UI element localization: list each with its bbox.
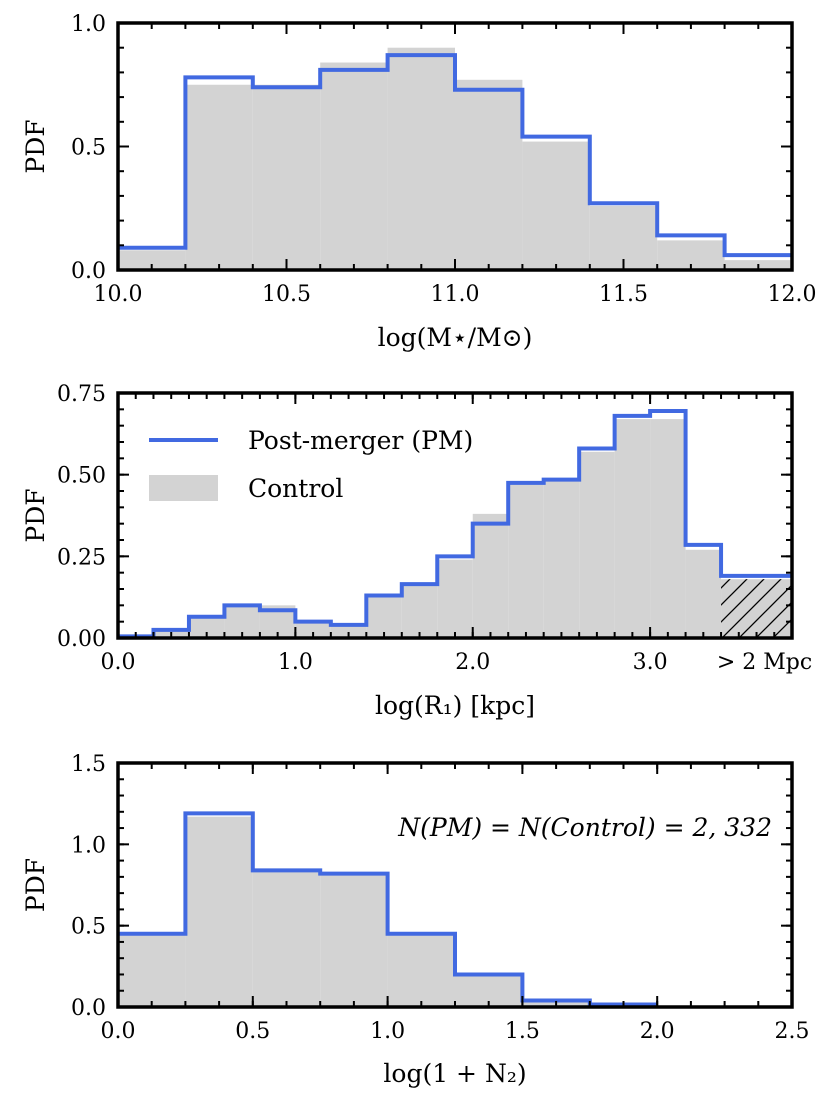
x-tick-label-overflow: > 2 Mpc	[717, 650, 812, 675]
x-tick-label: 11.0	[431, 282, 480, 307]
x-axis-title: log(R₁) [kpc]	[375, 691, 535, 720]
control-bar	[295, 620, 331, 638]
chart-panel-3: 0.0 0.5 1.0 1.5 2.0 2.5 0.0 0.5 1.0 1.5 log(1 + N₂…	[21, 752, 810, 1088]
control-bar	[543, 477, 580, 638]
x-tick-label: 11.5	[599, 282, 648, 307]
control-bar	[252, 84, 321, 270]
post-merger-step-line	[118, 408, 792, 639]
legend-label: Control	[248, 474, 343, 503]
chart-panel-1: 10.0 10.5 11.0 11.5 12.0 0.0 0.5 1.0 log(M⋆/M⊙) P…	[21, 12, 816, 352]
x-tick-label: 0.0	[101, 1019, 136, 1044]
control-bar	[185, 816, 253, 1007]
y-tick-label: 0.75	[57, 382, 106, 407]
x-tick-label: 2.0	[455, 650, 490, 675]
y-tick-label: 0.25	[57, 545, 106, 570]
y-tick-label: 0.0	[71, 996, 106, 1021]
x-tick-label: 10.0	[94, 282, 143, 307]
control-bar	[118, 932, 186, 1007]
control-bar	[579, 451, 615, 638]
control-bar	[522, 141, 590, 270]
control-bar	[330, 623, 367, 638]
legend-label: Post-merger (PM)	[248, 426, 473, 455]
control-bar	[366, 595, 402, 638]
y-axis-title: PDF	[21, 488, 50, 542]
y-tick-label: 0.00	[57, 627, 106, 652]
x-axis-title: log(M⋆/M⊙)	[378, 323, 533, 352]
y-axis-title: PDF	[21, 858, 50, 912]
x-axis-title: log(1 + N₂)	[383, 1059, 526, 1088]
control-bar	[508, 481, 544, 638]
x-tick-label: 0.0	[101, 650, 136, 675]
y-tick-label: 1.0	[71, 12, 106, 37]
control-bar	[188, 618, 225, 638]
y-tick-label: 0.50	[57, 464, 106, 489]
control-bar	[118, 250, 186, 270]
legend: Post-merger (PM) Control	[149, 426, 473, 503]
x-tick-label: 3.0	[633, 650, 668, 675]
control-bar	[185, 84, 253, 270]
sample-size-annotation: N(PM) = N(Control) = 2, 332	[397, 813, 772, 842]
post-merger-step-line	[118, 811, 658, 1007]
x-tick-label: 0.5	[235, 1019, 270, 1044]
control-bar	[387, 935, 455, 1007]
axes-frame	[116, 761, 794, 1009]
axes-frame	[116, 21, 794, 272]
x-tick-label: 12.0	[768, 282, 817, 307]
y-tick-label: 0.5	[71, 915, 106, 940]
y-tick-label: 1.5	[71, 752, 106, 777]
axes-frame	[116, 391, 794, 640]
post-merger-step-line	[118, 53, 792, 258]
x-tick-label: 10.5	[262, 282, 311, 307]
chart-panel-2: 0.0 1.0 2.0 3.0 > 2 Mpc 0.00 0.25 0.50 0.75 log(R…	[21, 382, 812, 720]
legend-patch-swatch	[149, 475, 218, 501]
y-tick-label: 0.0	[71, 259, 106, 284]
control-bar	[320, 62, 388, 270]
x-tick-label: 2.0	[640, 1019, 675, 1044]
control-bar	[614, 419, 651, 638]
x-tick-label: 1.5	[505, 1019, 540, 1044]
y-tick-label: 1.0	[71, 833, 106, 858]
control-bar	[685, 549, 722, 638]
control-bar	[437, 559, 473, 638]
y-axis-title: PDF	[21, 119, 50, 173]
y-tick-label: 0.5	[71, 136, 106, 161]
control-bar	[455, 79, 523, 270]
x-tick-label: 2.5	[775, 1019, 810, 1044]
control-bar	[387, 47, 455, 271]
control-bar	[252, 871, 321, 1007]
control-bar	[401, 585, 438, 638]
control-bar	[472, 513, 509, 638]
overflow-bin-hatch	[721, 579, 792, 638]
control-bar	[650, 419, 686, 638]
x-tick-label: 1.0	[370, 1019, 405, 1044]
x-tick-label: 1.0	[278, 650, 313, 675]
control-bar	[320, 871, 388, 1007]
